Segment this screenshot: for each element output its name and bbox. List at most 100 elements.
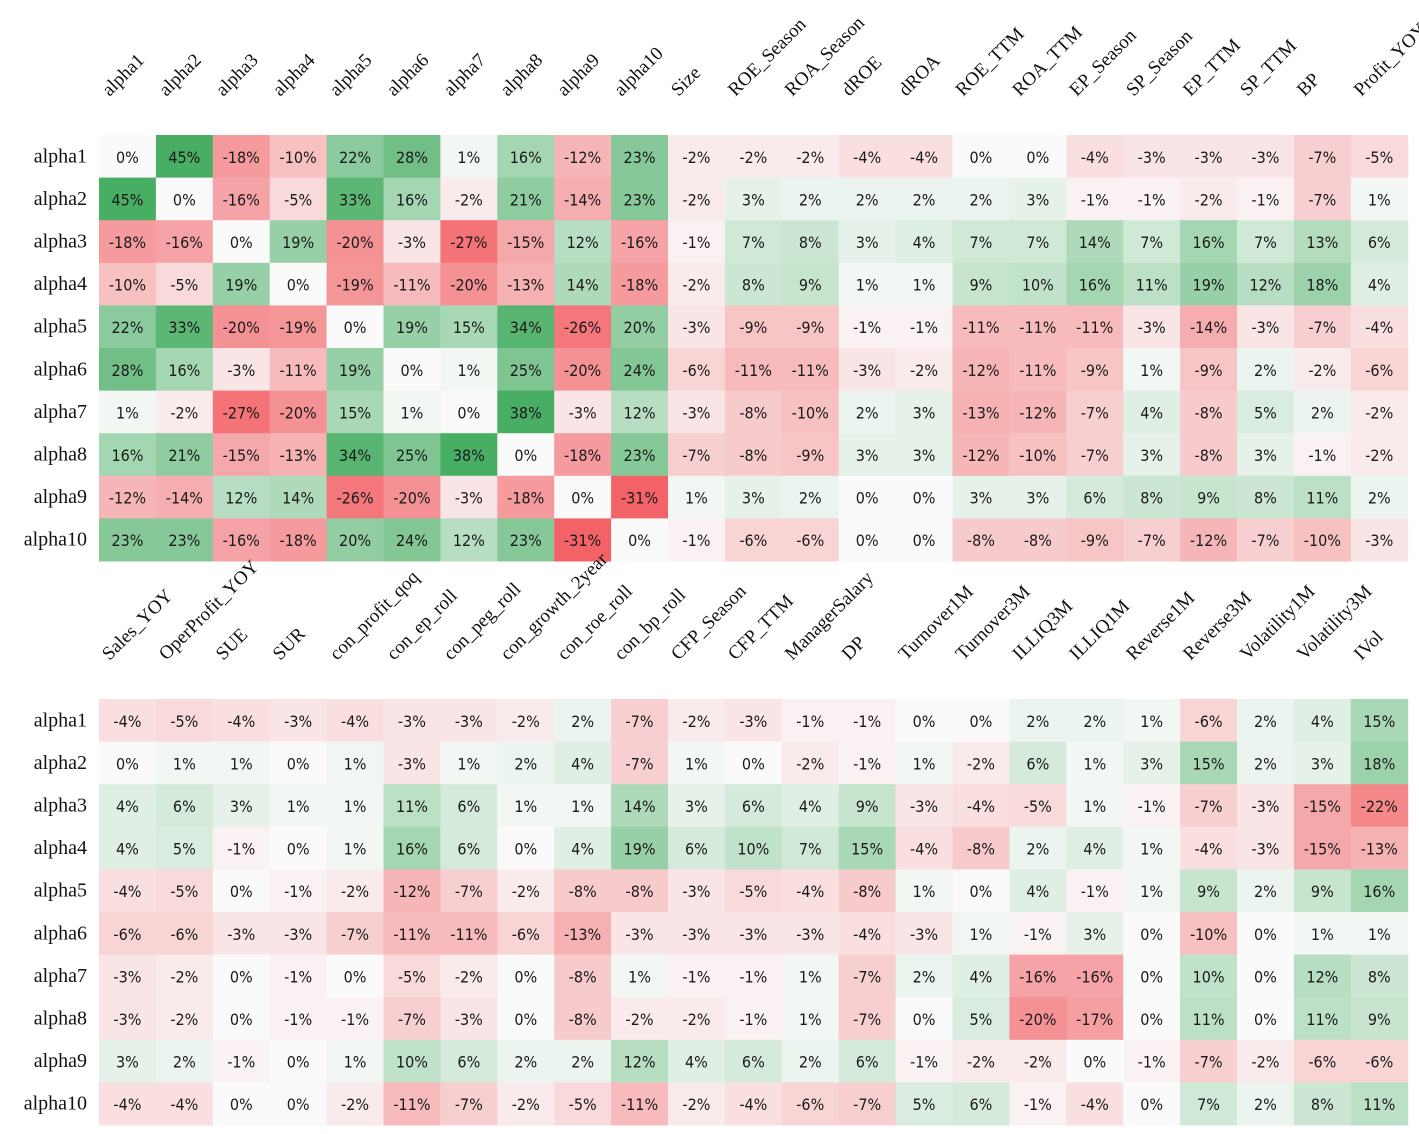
heatmap-cell [383, 741, 441, 785]
heatmap-cell [611, 135, 669, 179]
cell-value-label: 6% [1368, 233, 1391, 252]
heatmap-cell [1350, 1082, 1409, 1126]
heatmap-cell [269, 954, 328, 998]
heatmap-cell [895, 518, 953, 562]
cell-value-label: -8% [967, 531, 995, 550]
cell-value-label: -7% [1308, 190, 1336, 209]
cell-value-label: 11% [1306, 1010, 1338, 1029]
cell-value-label: 3% [970, 489, 993, 508]
heatmap-cell [952, 1082, 1010, 1126]
cell-value-label: -1% [853, 712, 881, 731]
cell-value-label: -22% [1361, 797, 1398, 816]
heatmap-cell [1066, 912, 1124, 956]
heatmap-cell [383, 954, 441, 998]
cell-value-label: 45% [168, 148, 200, 167]
heatmap-cell [724, 262, 783, 306]
heatmap-cell [497, 912, 555, 956]
row-label: alpha9 [34, 1050, 87, 1072]
cell-value-label: -11% [621, 1095, 658, 1114]
heatmap-cell [724, 954, 783, 998]
heatmap-cell [838, 220, 897, 264]
heatmap-cell [668, 348, 726, 392]
cell-value-label: 22% [111, 318, 143, 337]
row-label: alpha3 [34, 231, 87, 253]
heatmap-cell [212, 305, 271, 349]
cell-value-label: -13% [564, 925, 601, 944]
heatmap-cell [440, 220, 498, 264]
cell-value-label: -16% [621, 233, 658, 252]
heatmap-cell [1009, 1082, 1067, 1126]
heatmap-cell [724, 475, 783, 519]
cell-value-label: 8% [1254, 489, 1277, 508]
heatmap-cell [1293, 1082, 1352, 1126]
heatmap-cell [1293, 177, 1352, 221]
cell-value-label: -8% [1195, 446, 1223, 465]
cell-value-label: -3% [910, 925, 938, 944]
cell-value-label: 3% [685, 797, 708, 816]
cell-value-label: -3% [853, 361, 881, 380]
cell-value-label: 10% [1193, 967, 1225, 986]
cell-value-label: -3% [227, 925, 255, 944]
heatmap-cell [1066, 177, 1124, 221]
heatmap-cell [668, 475, 726, 519]
heatmap-cell [99, 135, 157, 179]
heatmap-cell [1066, 741, 1124, 785]
cell-value-label: 6% [742, 797, 765, 816]
cell-value-label: 3% [1026, 190, 1049, 209]
cell-value-label: -2% [1365, 403, 1393, 422]
cell-value-label: -2% [682, 712, 710, 731]
cell-value-label: -16% [223, 531, 260, 550]
cell-value-label: 19% [282, 233, 314, 252]
cell-value-label: 1% [457, 754, 480, 773]
cell-value-label: 3% [230, 797, 253, 816]
cell-value-label: 14% [282, 489, 314, 508]
heatmap-cell [212, 433, 271, 477]
cell-value-label: -3% [113, 967, 141, 986]
heatmap-cell [155, 135, 214, 179]
cell-value-label: 1% [571, 797, 594, 816]
heatmap-cell [838, 475, 897, 519]
column-label: alpha6 [383, 50, 434, 101]
heatmap-cell [952, 784, 1010, 828]
cell-value-label: -5% [1365, 148, 1393, 167]
heatmap-cell [952, 826, 1010, 870]
heatmap-cell [554, 475, 612, 519]
cell-value-label: 38% [453, 446, 485, 465]
cell-value-label: -8% [569, 882, 597, 901]
cell-value-label: -5% [170, 712, 198, 731]
heatmap-cell [1350, 305, 1409, 349]
cell-value-label: -27% [223, 403, 260, 422]
cell-value-label: -1% [796, 712, 824, 731]
cell-value-label: -7% [1308, 318, 1336, 337]
cell-value-label: 16% [1079, 276, 1111, 295]
cell-value-label: 16% [396, 190, 428, 209]
heatmap-cell [383, 699, 441, 743]
cell-value-label: -6% [796, 531, 824, 550]
cell-value-label: 0% [913, 489, 936, 508]
heatmap-cell [781, 741, 840, 785]
column-label: DP [838, 633, 870, 665]
cell-value-label: -17% [1076, 1010, 1113, 1029]
cell-value-label: 13% [1306, 233, 1338, 252]
heatmap-cell [554, 220, 612, 264]
cell-value-label: -6% [1365, 1053, 1393, 1072]
heatmap-cell [155, 699, 214, 743]
heatmap-cell [497, 1082, 555, 1126]
heatmap-cell [668, 997, 726, 1041]
cell-value-label: -2% [512, 1095, 540, 1114]
heatmap-cell [497, 997, 555, 1041]
heatmap-cell [1237, 135, 1295, 179]
cell-value-label: 0% [230, 967, 253, 986]
cell-value-label: 4% [571, 754, 594, 773]
cell-value-label: 16% [168, 361, 200, 380]
cell-value-label: 12% [1249, 276, 1281, 295]
cell-value-label: -7% [1308, 148, 1336, 167]
heatmap-cell [269, 826, 328, 870]
heatmap-cell [497, 518, 555, 562]
cell-value-label: 1% [457, 148, 480, 167]
heatmap-cell [212, 475, 271, 519]
heatmap-cell [99, 220, 157, 264]
cell-value-label: 0% [913, 712, 936, 731]
heatmap-cell [895, 177, 953, 221]
cell-value-label: 5% [970, 1010, 993, 1029]
